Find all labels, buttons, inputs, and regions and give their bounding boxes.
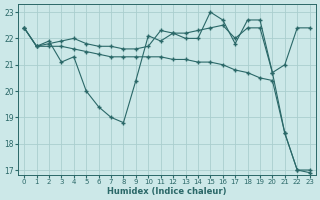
X-axis label: Humidex (Indice chaleur): Humidex (Indice chaleur): [107, 187, 227, 196]
